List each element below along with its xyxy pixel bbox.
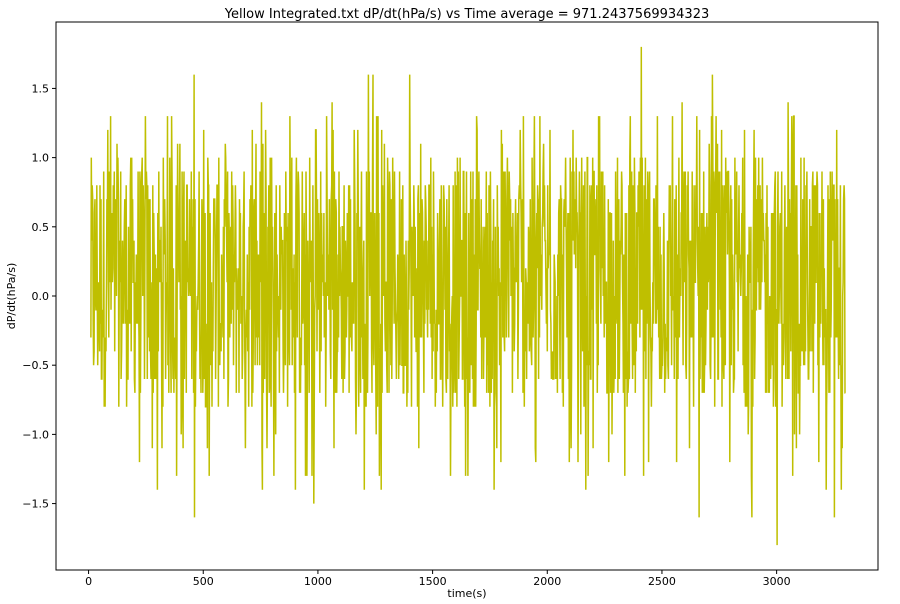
series-line [90, 46, 846, 546]
y-axis-label: dP/dt(hPa/s) [5, 263, 18, 330]
y-tick-label: −1.0 [22, 428, 49, 441]
y-tick-label: 0.0 [32, 290, 50, 303]
x-tick-label: 1500 [419, 575, 447, 588]
x-tick-label: 500 [193, 575, 214, 588]
x-tick-label: 1000 [304, 575, 332, 588]
y-tick-label: 0.5 [32, 221, 50, 234]
x-tick-label: 3000 [763, 575, 791, 588]
y-tick-label: −0.5 [22, 359, 49, 372]
plot-area [90, 46, 846, 546]
x-tick-label: 2000 [533, 575, 561, 588]
y-axis: −1.5 −1.0 −0.5 0.0 0.5 1.0 1.5 [22, 82, 56, 511]
y-tick-label: 1.0 [32, 152, 50, 165]
x-tick-label: 0 [85, 575, 92, 588]
x-tick-label: 2500 [648, 575, 676, 588]
x-axis-label: time(s) [447, 587, 486, 600]
x-axis: 0 500 1000 1500 2000 2500 3000 [85, 570, 791, 588]
y-tick-label: −1.5 [22, 498, 49, 511]
y-tick-label: 1.5 [32, 82, 50, 95]
chart-title: Yellow Integrated.txt dP/dt(hPa/s) vs Ti… [224, 7, 710, 22]
